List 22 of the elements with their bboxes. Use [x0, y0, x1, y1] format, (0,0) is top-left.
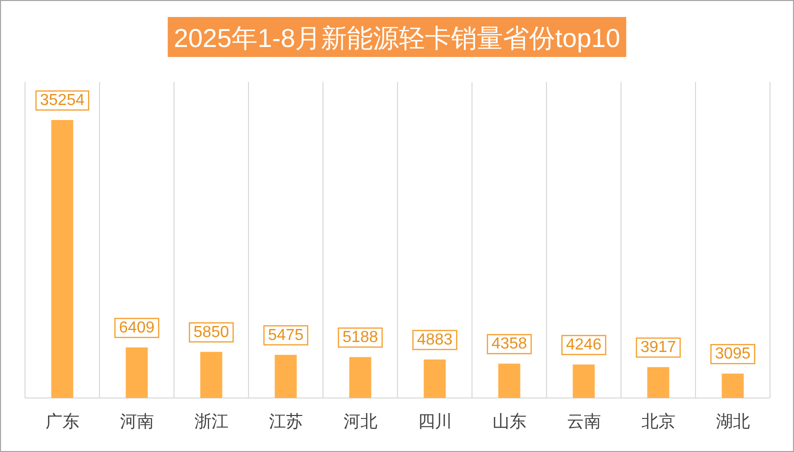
x-tick-label: 山东 — [492, 412, 526, 431]
data-label: 5188 — [342, 329, 378, 346]
data-label: 6409 — [118, 319, 155, 336]
x-tick-label: 云南 — [566, 412, 601, 431]
x-tick-label: 浙江 — [194, 412, 228, 431]
data-label: 5850 — [193, 324, 230, 341]
x-tick-label: 河南 — [120, 412, 154, 431]
data-label: 3917 — [640, 339, 676, 356]
x-tick-label: 北京 — [641, 412, 676, 431]
x-tick-label: 四川 — [418, 412, 452, 431]
chart-title: 2025年1-8月新能源轻卡销量省份top10 — [174, 23, 620, 53]
x-tick-label: 湖北 — [716, 412, 750, 431]
x-tick-label: 江苏 — [268, 412, 303, 431]
data-label: 3095 — [714, 346, 751, 363]
data-label: 4246 — [566, 336, 602, 354]
data-label: 35254 — [40, 92, 85, 109]
data-label: 4883 — [416, 331, 453, 348]
data-label: 5475 — [268, 326, 304, 344]
data-label: 4358 — [491, 336, 528, 353]
x-tick-label: 广东 — [45, 412, 80, 431]
x-tick-label: 河北 — [343, 412, 378, 431]
title: 2025年1-8月新能源轻卡销量省份top10 — [168, 17, 626, 57]
